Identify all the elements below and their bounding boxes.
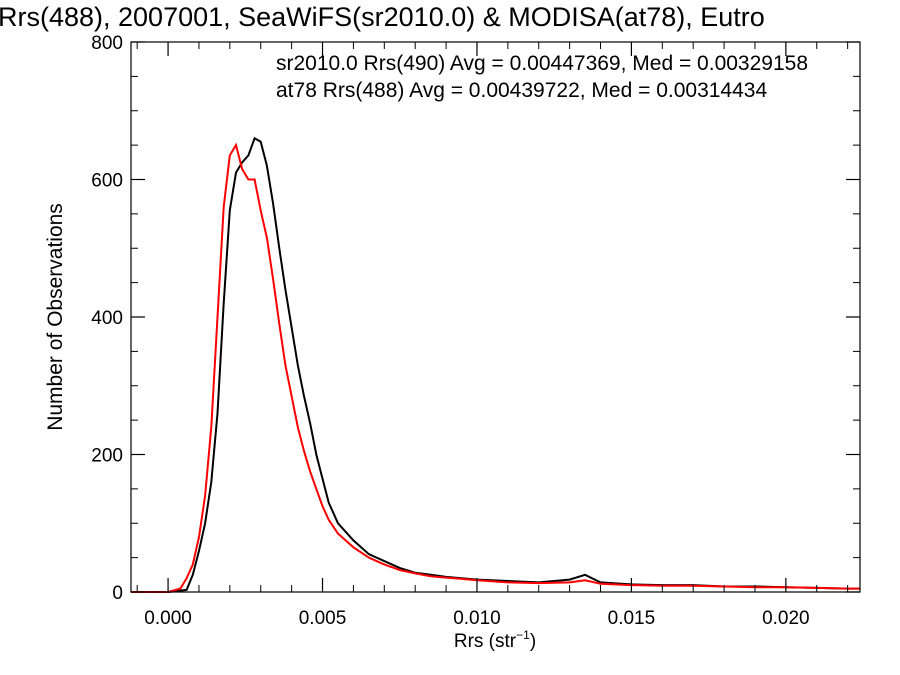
y-tick-label: 400 <box>91 308 123 329</box>
series-layer <box>131 138 860 592</box>
y-axis-label: Number of Observations <box>44 203 67 431</box>
legend-entry-sr2010: sr2010.0 Rrs(490) Avg = 0.00447369, Med … <box>276 52 808 75</box>
x-axis-label-end: ) <box>530 631 536 652</box>
x-axis-label: Rrs (str−1) <box>454 628 536 652</box>
x-tick-label: 0.000 <box>144 608 192 629</box>
legend-entry-at78: at78 Rrs(488) Avg = 0.00439722, Med = 0.… <box>276 79 767 102</box>
x-axis-label-text: Rrs (str <box>454 631 517 652</box>
axes-layer: 0.000 0.005 0.010 0.015 0.020 0 200 400 600 800 <box>91 33 860 629</box>
chart-title: Rrs(488), 2007001, SeaWiFS(sr2010.0) & M… <box>0 2 765 32</box>
x-tick-label: 0.005 <box>299 608 347 629</box>
y-tick-label: 200 <box>91 446 123 467</box>
series-line-0 <box>131 138 860 592</box>
x-tick-label: 0.015 <box>608 608 656 629</box>
series-line-1 <box>131 145 860 592</box>
x-tick-label: 0.010 <box>453 608 501 629</box>
x-tick-label: 0.020 <box>762 608 810 629</box>
y-tick-label: 800 <box>91 33 123 54</box>
histogram-chart: Rrs(488), 2007001, SeaWiFS(sr2010.0) & M… <box>0 0 900 675</box>
y-tick-label: 600 <box>91 171 123 192</box>
x-axis-label-sup: −1 <box>516 628 530 642</box>
y-tick-label: 0 <box>112 583 123 604</box>
plot-frame <box>131 42 860 592</box>
legend: sr2010.0 Rrs(490) Avg = 0.00447369, Med … <box>276 52 808 102</box>
